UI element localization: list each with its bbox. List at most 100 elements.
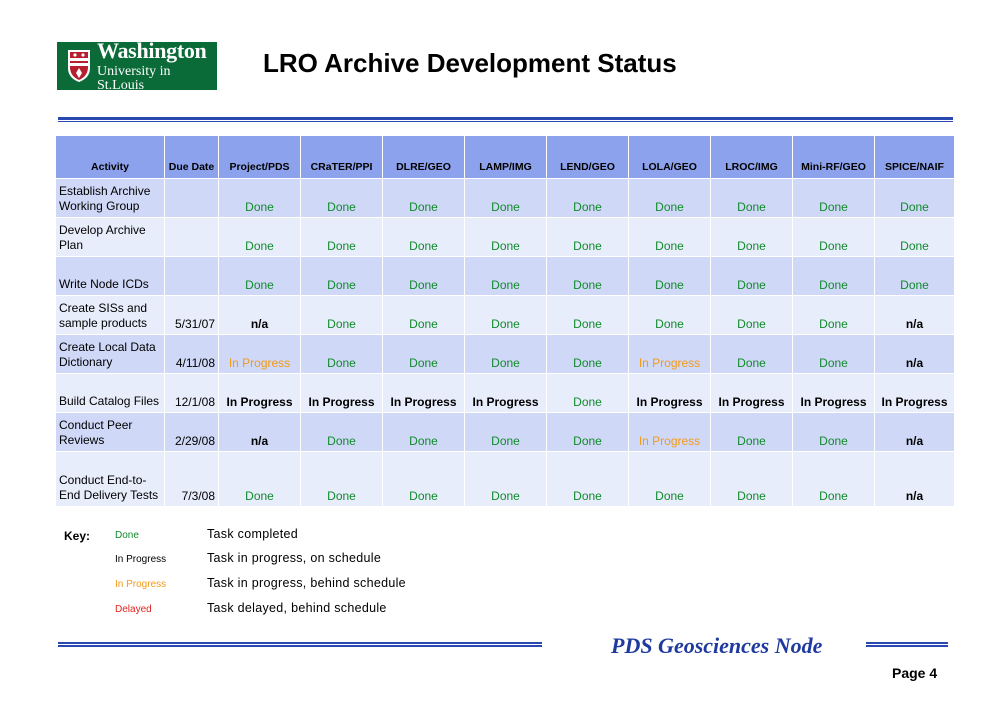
status-cell: Done [300, 334, 383, 374]
table-row: Conduct End-to-End Delivery Tests 7/3/08 D… [55, 451, 955, 507]
status-cell: Done [792, 295, 875, 335]
page-title: LRO Archive Development Status [263, 48, 677, 78]
status-cell: Done [218, 178, 301, 218]
column-header: LEND/GEO [546, 135, 629, 179]
legend-item: In Progress Task in progress, behind sche… [115, 576, 515, 596]
legend-swatch: In Progress [115, 554, 167, 565]
status-cell: In Progress [382, 373, 465, 413]
table-header-row: Activity Due Date Project/PDS CRaTER/PPI DLR… [55, 135, 955, 179]
status-cell: Done [464, 178, 547, 218]
status-cell: Done [464, 295, 547, 335]
status-cell: Done [300, 295, 383, 335]
status-cell: In Progress [628, 412, 711, 452]
status-cell: Done [546, 373, 629, 413]
status-cell: Done [874, 256, 955, 296]
due-date-cell [164, 217, 219, 257]
legend-description: Task completed [207, 527, 299, 541]
due-date-cell: 7/3/08 [164, 451, 219, 507]
status-cell: Done [218, 217, 301, 257]
footer-divider-left [58, 642, 542, 647]
legend-item: Done Task completed [115, 527, 515, 547]
status-cell: Done [710, 412, 793, 452]
status-cell: n/a [874, 451, 955, 507]
washington-university-logo: Washington University in St.Louis [57, 39, 217, 92]
column-header: SPICE/NAIF [874, 135, 955, 179]
legend-swatch: Done [115, 530, 139, 541]
status-cell: Done [710, 217, 793, 257]
status-cell: In Progress [218, 373, 301, 413]
table-row: Build Catalog Files 12/1/08 In Progress In … [55, 373, 955, 413]
status-cell: In Progress [628, 334, 711, 374]
due-date-cell [164, 178, 219, 218]
activity-cell: Develop Archive Plan [55, 217, 165, 257]
activity-cell: Create Local Data Dictionary [55, 334, 165, 374]
status-cell: In Progress [464, 373, 547, 413]
status-cell: Done [546, 217, 629, 257]
due-date-cell [164, 256, 219, 296]
table-row: Conduct Peer Reviews 2/29/08 n/a Done Done Do… [55, 412, 955, 452]
column-header: Due Date [164, 135, 219, 179]
status-cell: Done [464, 334, 547, 374]
column-header: LAMP/IMG [464, 135, 547, 179]
legend-item: Delayed Task delayed, behind schedule [115, 601, 515, 621]
column-header: Activity [55, 135, 165, 179]
status-cell: In Progress [628, 373, 711, 413]
activity-cell: Write Node ICDs [55, 256, 165, 296]
column-header: DLRE/GEO [382, 135, 465, 179]
due-date-cell: 5/31/07 [164, 295, 219, 335]
status-cell: n/a [218, 295, 301, 335]
status-cell: Done [792, 334, 875, 374]
table-row: Write Node ICDs Done Done Done Done Done Done D… [55, 256, 955, 296]
status-cell: Done [382, 178, 465, 218]
column-header: Mini-RF/GEO [792, 135, 875, 179]
status-cell: Done [874, 217, 955, 257]
status-cell: Done [628, 217, 711, 257]
legend-swatch: In Progress [115, 579, 167, 590]
activity-cell: Build Catalog Files [55, 373, 165, 413]
due-date-cell: 2/29/08 [164, 412, 219, 452]
status-cell: Done [710, 451, 793, 507]
status-cell: Done [464, 217, 547, 257]
status-cell: Done [792, 412, 875, 452]
status-cell: Done [874, 178, 955, 218]
status-cell: Done [382, 412, 465, 452]
status-cell: Done [382, 217, 465, 257]
status-cell: Done [628, 178, 711, 218]
status-cell: Done [218, 256, 301, 296]
status-cell: Done [300, 451, 383, 507]
column-header: Project/PDS [218, 135, 301, 179]
status-cell: Done [546, 412, 629, 452]
status-cell: n/a [874, 295, 955, 335]
status-cell: Done [382, 256, 465, 296]
status-cell: Done [792, 178, 875, 218]
column-header: CRaTER/PPI [300, 135, 383, 179]
university-shield-icon [67, 49, 91, 83]
status-cell: Done [546, 451, 629, 507]
status-cell: Done [710, 256, 793, 296]
status-cell: Done [546, 178, 629, 218]
status-cell: Done [792, 256, 875, 296]
status-cell: In Progress [710, 373, 793, 413]
table-body: Establish Archive Working Group Done Done D… [55, 178, 955, 507]
table-row: Develop Archive Plan Done Done Done Done Done… [55, 217, 955, 257]
table-row: Establish Archive Working Group Done Done D… [55, 178, 955, 218]
status-cell: Done [710, 295, 793, 335]
table-row: Create Local Data Dictionary 4/11/08 In Pr… [55, 334, 955, 374]
page-number: Page 4 [892, 665, 938, 681]
status-cell: Done [628, 451, 711, 507]
status-cell: Done [382, 451, 465, 507]
status-cell: Done [464, 412, 547, 452]
status-cell: Done [218, 451, 301, 507]
status-table: Activity Due Date Project/PDS CRaTER/PPI DLR… [55, 135, 955, 507]
status-cell: Done [382, 334, 465, 374]
status-cell: Done [710, 178, 793, 218]
status-cell: Done [300, 217, 383, 257]
legend-swatch: Delayed [115, 604, 152, 615]
status-cell: In Progress [792, 373, 875, 413]
status-cell: Done [300, 412, 383, 452]
activity-cell: Establish Archive Working Group [55, 178, 165, 218]
status-cell: Done [710, 334, 793, 374]
status-cell: n/a [874, 412, 955, 452]
status-cell: Done [464, 256, 547, 296]
legend-label: Key: [64, 529, 91, 543]
